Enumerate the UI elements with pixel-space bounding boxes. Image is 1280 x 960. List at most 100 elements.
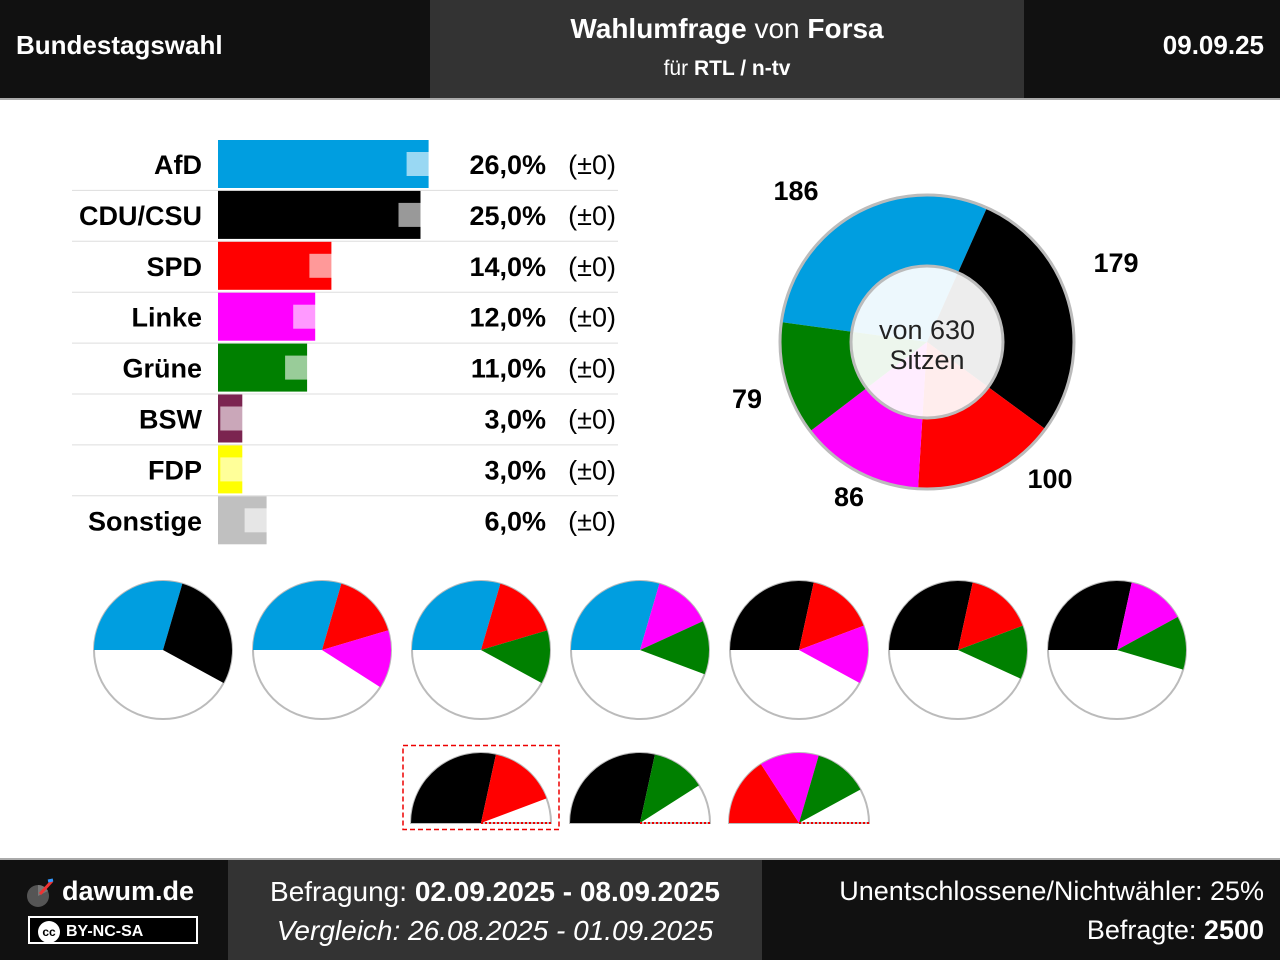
total-seats-label: von 630 xyxy=(879,315,975,345)
header-divider xyxy=(0,98,1280,100)
respondents-count: 2500 xyxy=(1203,915,1264,945)
coalition-slice xyxy=(761,753,819,823)
coalition-slice xyxy=(481,583,548,650)
previous-result-marker xyxy=(220,457,265,482)
coalition-chart xyxy=(568,752,712,824)
coalition-slice xyxy=(411,753,496,823)
poll-client: für RTL / n-tv xyxy=(430,57,1024,81)
coalition-chart xyxy=(1047,580,1187,720)
poll-title-word: Wahlumfrage xyxy=(570,13,747,44)
coalition-slice xyxy=(730,581,814,650)
comparison-period-range: 26.08.2025 - 01.09.2025 xyxy=(408,915,714,946)
coalition-slice xyxy=(958,582,1023,650)
comparison-period-label: Vergleich: xyxy=(276,915,409,946)
total-seats-caption: Sitzen xyxy=(889,345,964,375)
donut-center xyxy=(849,264,1005,420)
seat-count-label: 100 xyxy=(1027,464,1072,494)
party-label: Sonstige xyxy=(88,506,202,536)
previous-result-marker xyxy=(406,152,451,176)
change-label: (±0) xyxy=(568,303,616,333)
coalition-chart xyxy=(411,580,551,720)
result-value-label: 6,0% xyxy=(484,506,546,536)
result-bar xyxy=(218,140,429,188)
coalition-slice xyxy=(94,581,183,650)
result-value-label: 3,0% xyxy=(484,455,546,485)
coalition-slice xyxy=(481,630,551,683)
party-label: CDU/CSU xyxy=(79,201,202,231)
seat-count-label: 179 xyxy=(1093,248,1138,278)
coalition-slice xyxy=(253,581,342,650)
license-text: BY-NC-SA xyxy=(66,923,144,940)
footer-bar: dawum.de cc BY-NC-SA Befragung: 02.09.202… xyxy=(0,860,1280,960)
coalition-chart xyxy=(252,580,392,720)
previous-result-marker xyxy=(244,508,289,533)
result-value-label: 25,0% xyxy=(469,201,546,231)
header-bar: Bundestagswahl Wahlumfrage von Forsa für… xyxy=(0,0,1280,98)
coalition-chart xyxy=(409,752,553,824)
change-label: (±0) xyxy=(568,252,616,282)
previous-result-marker xyxy=(285,355,330,380)
coalition-slice xyxy=(1048,581,1132,650)
poll-client-name: RTL / n-tv xyxy=(693,57,791,80)
coalition-slice xyxy=(958,625,1028,679)
coalition-chart xyxy=(93,580,233,720)
coalition-slice xyxy=(889,581,973,650)
election-type: Bundestagswahl xyxy=(16,30,223,60)
poll-title: Wahlumfrage von Forsa xyxy=(430,13,1024,45)
coalition-chart xyxy=(727,752,871,824)
party-label: AfD xyxy=(154,150,202,180)
change-label: (±0) xyxy=(568,405,616,435)
survey-period-label: Befragung: xyxy=(270,876,415,907)
coalition-chart xyxy=(888,580,1028,720)
change-label: (±0) xyxy=(568,455,616,485)
coalition-slice xyxy=(1117,582,1178,650)
license-badge[interactable]: cc BY-NC-SA xyxy=(28,916,198,944)
survey-period-range: 02.09.2025 - 08.09.2025 xyxy=(414,876,720,907)
party-label: Grüne xyxy=(122,354,202,384)
coalition-slice xyxy=(571,581,660,650)
coalition-chart xyxy=(570,580,710,720)
result-value-label: 3,0% xyxy=(484,405,546,435)
seat-count-label: 79 xyxy=(732,384,762,414)
coalition-slice xyxy=(322,583,389,650)
coalition-slice xyxy=(799,755,861,823)
seat-count-label: 86 xyxy=(834,482,864,512)
survey-period: Befragung: 02.09.2025 - 08.09.2025 xyxy=(228,876,762,908)
poll-client-prefix: für xyxy=(663,57,694,80)
poll-title-connector: von xyxy=(746,13,808,44)
change-label: (±0) xyxy=(568,201,616,231)
respondents: Befragte: 2500 xyxy=(1087,915,1264,946)
change-label: (±0) xyxy=(568,354,616,384)
brand-link[interactable]: dawum.de xyxy=(62,876,195,906)
undecided-share: Unentschlossene/Nichtwähler: 25% xyxy=(839,876,1264,906)
seat-count-label: 186 xyxy=(773,176,818,206)
respondents-label: Befragte: xyxy=(1086,915,1204,945)
coalition-charts xyxy=(93,580,1187,831)
pollster-name: Forsa xyxy=(807,13,884,44)
previous-result-marker xyxy=(293,304,338,329)
survey-dates: Befragung: 02.09.2025 - 08.09.2025 Vergl… xyxy=(228,860,762,960)
coalition-slice xyxy=(640,754,699,823)
coalition-slice xyxy=(640,583,703,650)
dawum-logo-icon xyxy=(27,878,54,907)
poll-date: 09.09.25 xyxy=(1162,30,1264,60)
coalition-slice xyxy=(481,754,547,823)
party-label: FDP xyxy=(148,455,202,485)
previous-result-marker xyxy=(398,202,443,227)
comparison-period: Vergleich: 26.08.2025 - 01.09.2025 xyxy=(228,915,762,947)
result-value-label: 12,0% xyxy=(469,303,546,333)
result-bar xyxy=(218,190,421,239)
header-center: Wahlumfrage von Forsa für RTL / n-tv xyxy=(430,0,1024,98)
coalition-slice xyxy=(799,625,868,683)
result-value-label: 11,0% xyxy=(471,354,546,384)
coalition-slice xyxy=(799,582,864,650)
change-label: (±0) xyxy=(568,150,616,180)
coalition-chart xyxy=(729,580,869,720)
coalition-slice xyxy=(570,753,655,823)
previous-result-marker xyxy=(309,253,354,278)
coalition-slice xyxy=(322,630,391,688)
result-value-label: 14,0% xyxy=(469,252,546,282)
change-label: (±0) xyxy=(568,506,616,536)
coalition-slice xyxy=(412,581,501,650)
